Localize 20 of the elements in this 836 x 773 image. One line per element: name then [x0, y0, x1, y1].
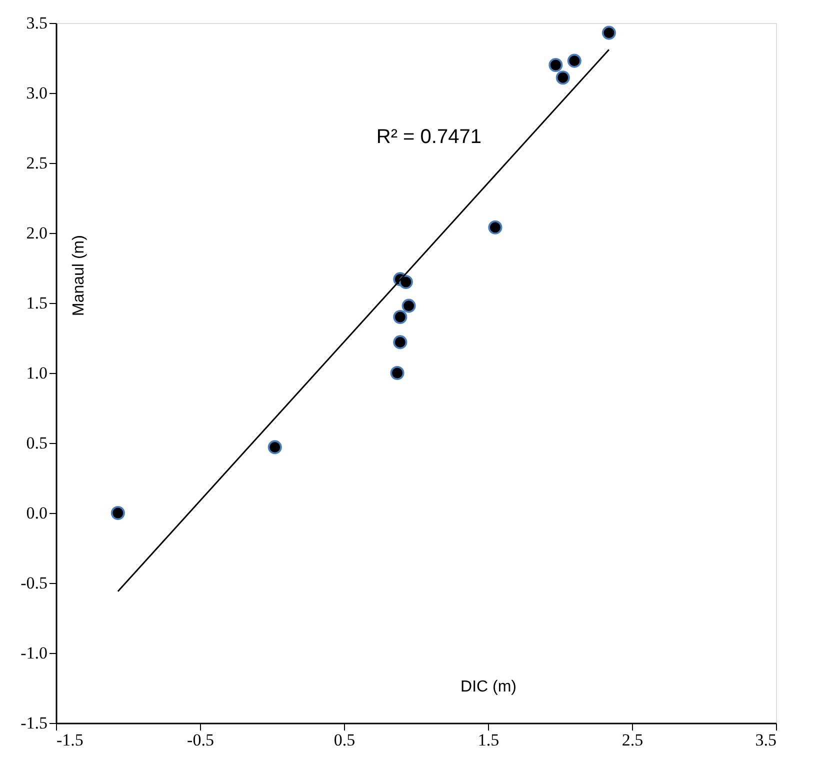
y-tick-label: 3.5 [26, 14, 48, 32]
annotation: R² = 0.7471 [376, 126, 482, 148]
x-axis-title: DIC (m) [460, 678, 516, 696]
x-tick-label: -1.5 [56, 730, 84, 750]
y-tick-label: -0.5 [20, 574, 48, 592]
x-tick-label: 1.5 [478, 730, 500, 750]
y-tick-label: -1.5 [20, 714, 48, 732]
y-tick-label: 1.5 [26, 294, 48, 312]
y-tick-label: -1.0 [20, 644, 48, 662]
x-tick-label: 2.5 [622, 730, 644, 750]
x-tick-label: 3.5 [755, 730, 776, 750]
y-tick-label: 0.5 [26, 434, 48, 452]
y-tick-label: 2.5 [26, 154, 48, 172]
y-tick-label: 2.0 [26, 224, 48, 242]
y-axis-title: Manaul (m) [70, 235, 88, 316]
y-tick-label: 3.0 [26, 84, 48, 102]
y-tick-label: 0.0 [26, 504, 48, 522]
x-tick-label: -0.5 [187, 730, 214, 750]
y-tick-label: 1.0 [26, 364, 48, 382]
x-tick-label: 0.5 [334, 730, 356, 750]
